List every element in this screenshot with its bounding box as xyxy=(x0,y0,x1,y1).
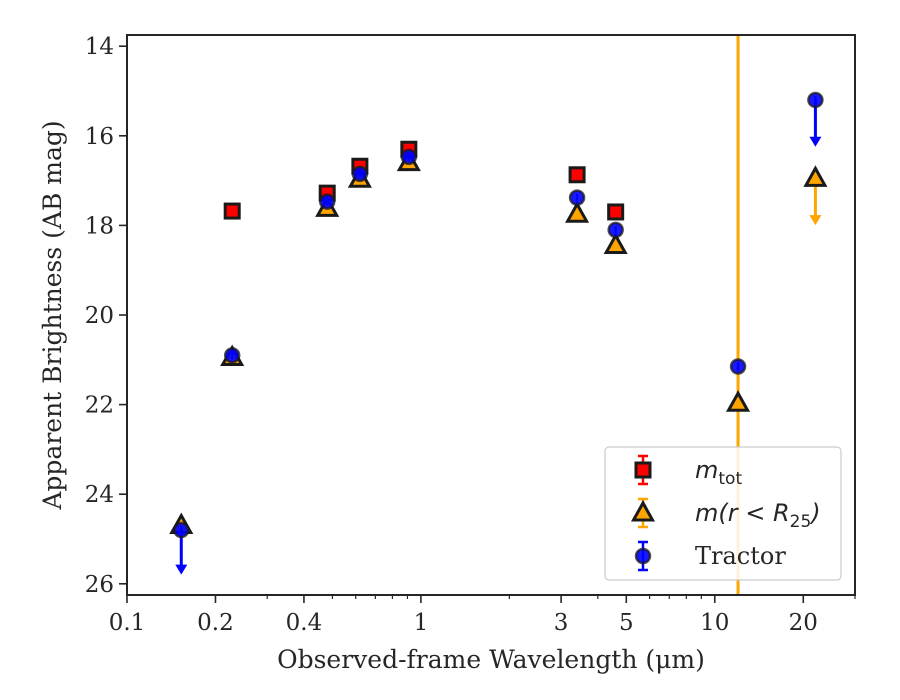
upper-limit-arrow-head xyxy=(809,215,822,226)
x-tick-label: 20 xyxy=(789,610,818,636)
x-tick-label: 1 xyxy=(414,610,429,636)
x-tick-label: 0.2 xyxy=(197,610,234,636)
y-tick-label: 24 xyxy=(85,482,114,508)
triangle-point xyxy=(803,165,828,187)
y-tick-label: 18 xyxy=(85,213,114,239)
legend-label: mtot xyxy=(695,456,742,489)
triangle-point xyxy=(725,390,751,412)
y-tick-label: 16 xyxy=(85,124,114,150)
legend-marker-square xyxy=(634,461,652,479)
upper-limit-arrow-head xyxy=(809,136,822,147)
triangle-point xyxy=(603,232,628,255)
legend-box xyxy=(604,446,842,581)
y-tick-label: 22 xyxy=(85,393,114,419)
x-tick-label: 3 xyxy=(554,610,569,636)
legend: mtot m(r < R25) Tractor xyxy=(604,446,842,581)
data-layer xyxy=(169,35,828,595)
y-tick-label: 20 xyxy=(85,303,114,329)
y-tick-label: 26 xyxy=(85,572,114,598)
legend-label: m(r < R25) xyxy=(695,499,821,532)
y-axis: 14 16 18 20 22 24 26 xyxy=(85,34,127,598)
legend-marker-circle xyxy=(634,547,652,565)
x-tick-label: 10 xyxy=(700,610,729,636)
x-tick-label: 0.1 xyxy=(109,610,146,636)
y-tick-label: 14 xyxy=(85,34,114,60)
x-axis-label: Observed-frame Wavelength (μm) xyxy=(277,645,705,674)
upper-limit-arrow-head xyxy=(175,564,188,575)
x-axis: 0.1 0.2 0.4 1 3 5 10 20 xyxy=(109,595,856,636)
x-tick-label: 5 xyxy=(619,610,634,636)
series-mtot xyxy=(223,140,625,221)
legend-marker-triangle xyxy=(630,499,656,522)
x-tick-label: 0.4 xyxy=(286,610,323,636)
legend-label: Tractor xyxy=(695,542,786,570)
triangle-point xyxy=(565,201,590,223)
y-axis-label: Apparent Brightness (AB mag) xyxy=(38,120,67,510)
series-tractor xyxy=(173,91,824,575)
